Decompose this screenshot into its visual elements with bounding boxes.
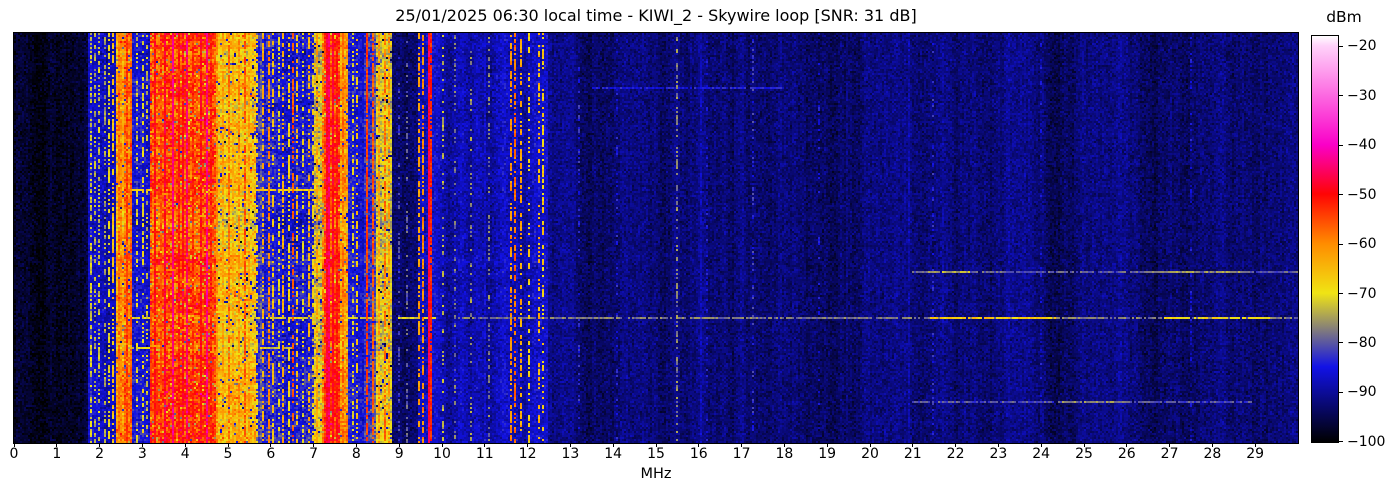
x-axis-tick [955,443,957,447]
colorbar-tick [1339,342,1343,344]
x-tick-label: 22 [946,446,965,462]
x-tick-label: 25 [1075,446,1093,462]
x-axis-tick [184,443,186,447]
x-axis-label: MHz [640,466,672,482]
x-tick-label: 28 [1203,446,1222,462]
x-axis-tick [1126,443,1128,447]
x-tick-label: 1 [52,446,62,462]
x-axis-tick [1254,443,1256,447]
colorbar-tick [1339,95,1343,97]
x-axis-tick [655,443,657,447]
colorbar-tick [1339,441,1343,443]
x-tick-label: 4 [180,446,190,462]
colorbar-tick-label: −50 [1347,186,1377,203]
x-axis-tick [997,443,999,447]
x-tick-label: 10 [433,446,451,462]
x-axis-tick [612,443,614,447]
x-axis-tick [141,443,143,447]
x-tick-label: 2 [95,446,105,462]
x-tick-label: 5 [223,446,233,462]
colorbar-tick-label: −100 [1347,433,1386,450]
x-axis-tick [1169,443,1171,447]
x-axis-tick [912,443,914,447]
x-axis-tick [783,443,785,447]
x-axis-tick [398,443,400,447]
x-axis-tick [270,443,272,447]
spectrogram-canvas [14,33,1298,443]
x-tick-label: 19 [818,446,837,462]
x-tick-label: 13 [561,446,580,462]
x-axis-tick [484,443,486,447]
x-axis-tick [698,443,700,447]
colorbar-tick [1339,293,1343,295]
x-tick-label: 21 [903,446,922,462]
x-tick-label: 12 [518,446,537,462]
x-axis-tick [99,443,101,447]
x-axis-tick [741,443,743,447]
x-tick-label: 24 [1032,446,1051,462]
x-tick-label: 7 [309,446,319,462]
x-axis-tick [313,443,315,447]
colorbar-tick [1339,144,1343,146]
x-tick-label: 26 [1117,446,1136,462]
x-axis-tick [56,443,58,447]
colorbar-tick [1339,194,1343,196]
colorbar-tick [1339,391,1343,393]
x-tick-label: 0 [9,446,19,462]
x-axis-tick [441,443,443,447]
x-tick-label: 9 [394,446,404,462]
x-tick-label: 18 [775,446,794,462]
x-tick-label: 27 [1160,446,1179,462]
x-tick-label: 16 [689,446,708,462]
colorbar-tick-label: −80 [1347,334,1377,351]
colorbar-tick [1339,243,1343,245]
colorbar-gradient [1312,36,1338,442]
x-axis-tick [869,443,871,447]
x-axis-tick [569,443,571,447]
x-axis-tick [1211,443,1213,447]
colorbar-tick-label: −30 [1347,87,1377,104]
x-axis-tick [355,443,357,447]
colorbar-tick-label: −90 [1347,384,1377,401]
x-tick-label: 6 [266,446,276,462]
x-tick-label: 20 [861,446,879,462]
x-axis-tick [1040,443,1042,447]
x-axis-tick [527,443,529,447]
colorbar-tick-label: −60 [1347,236,1377,253]
x-tick-label: 15 [647,446,665,462]
x-tick-label: 14 [604,446,623,462]
chart-title: 25/01/2025 06:30 local time - KIWI_2 - S… [395,6,917,25]
x-tick-label: 23 [989,446,1008,462]
colorbar-tick-label: −40 [1347,137,1377,154]
x-axis-tick [13,443,15,447]
x-tick-label: 29 [1246,446,1265,462]
x-tick-label: 17 [732,446,751,462]
x-tick-label: 3 [137,446,147,462]
x-axis-tick [826,443,828,447]
colorbar-tick [1339,45,1343,47]
colorbar-label: dBm [1326,8,1362,26]
x-axis-tick [1083,443,1085,447]
colorbar-tick-label: −20 [1347,38,1377,55]
colorbar-tick-label: −70 [1347,285,1377,302]
x-tick-label: 8 [351,446,361,462]
x-axis-tick [227,443,229,447]
x-tick-label: 11 [475,446,494,462]
